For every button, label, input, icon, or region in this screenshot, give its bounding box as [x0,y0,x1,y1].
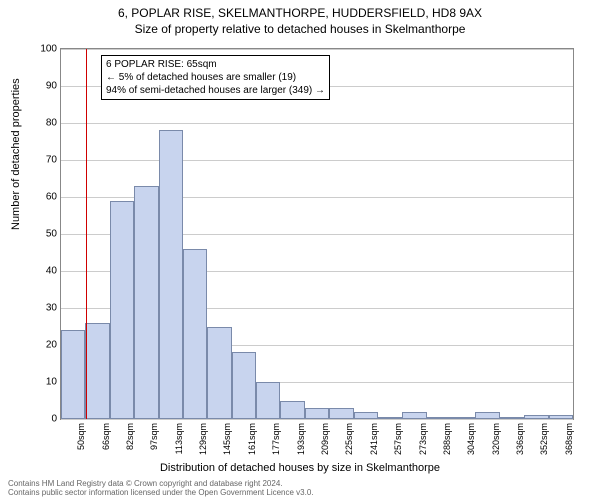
xtick-label: 241sqm [369,423,379,455]
ytick-label: 30 [46,303,57,314]
page-title: 6, POPLAR RISE, SKELMANTHORPE, HUDDERSFI… [0,0,600,20]
xtick-label: 209sqm [320,423,330,455]
xtick-label: 273sqm [418,423,428,455]
histogram-bar [475,412,499,419]
ytick-label: 60 [46,192,57,203]
xtick-label: 177sqm [271,423,281,455]
xtick-label: 82sqm [125,423,135,450]
y-axis-label: Number of detached properties [10,78,22,230]
chart-plot-area: 010203040506070809010050sqm66sqm82sqm97s… [60,48,574,420]
xtick-label: 129sqm [198,423,208,455]
ytick-label: 40 [46,266,57,277]
ytick-label: 80 [46,118,57,129]
xtick-label: 304sqm [466,423,476,455]
ytick-label: 70 [46,155,57,166]
histogram-bar [427,417,451,419]
page-subtitle: Size of property relative to detached ho… [0,20,600,36]
ytick-label: 10 [46,377,57,388]
histogram-bar [110,201,134,419]
histogram-bar [451,417,475,419]
xtick-label: 352sqm [539,423,549,455]
ytick-label: 0 [51,414,57,425]
ytick-label: 20 [46,340,57,351]
info-line-1: 6 POPLAR RISE: 65sqm [106,58,325,71]
xtick-label: 320sqm [491,423,501,455]
gridline [61,123,573,124]
xtick-label: 368sqm [564,423,574,455]
histogram-bar [524,415,548,419]
histogram-bar [61,330,85,419]
histogram-bar [159,130,183,419]
xtick-label: 145sqm [222,423,232,455]
histogram-bar [354,412,378,419]
info-box: 6 POPLAR RISE: 65sqm ← 5% of detached ho… [101,55,330,100]
histogram-bar [85,323,109,419]
marker-line [86,49,87,419]
xtick-label: 50sqm [76,423,86,450]
histogram-bar [280,401,304,420]
x-axis-label: Distribution of detached houses by size … [0,462,600,474]
histogram-bar [207,327,231,420]
xtick-label: 193sqm [296,423,306,455]
xtick-label: 288sqm [442,423,452,455]
gridline [61,419,573,420]
histogram-bar [378,417,402,419]
histogram-bar [305,408,329,419]
xtick-label: 66sqm [101,423,111,450]
ytick-label: 50 [46,229,57,240]
histogram-bar [329,408,353,419]
histogram-bar [183,249,207,419]
histogram-bar [402,412,426,419]
histogram-bar [232,352,256,419]
xtick-label: 161sqm [247,423,257,455]
histogram-bar [256,382,280,419]
info-line-3: 94% of semi-detached houses are larger (… [106,84,325,97]
histogram-bar [134,186,158,419]
footnote-line-2: Contains public sector information licen… [8,488,314,498]
gridline [61,160,573,161]
xtick-label: 113sqm [174,423,184,454]
footnote: Contains HM Land Registry data © Crown c… [8,479,314,498]
xtick-label: 97sqm [149,423,159,450]
info-line-2: ← 5% of detached houses are smaller (19) [106,71,325,84]
xtick-label: 257sqm [393,423,403,455]
xtick-label: 336sqm [515,423,525,455]
histogram-bar [549,415,573,419]
ytick-label: 100 [40,44,57,55]
xtick-label: 225sqm [344,423,354,455]
histogram-bar [500,417,524,419]
gridline [61,49,573,50]
ytick-label: 90 [46,81,57,92]
footnote-line-1: Contains HM Land Registry data © Crown c… [8,479,314,489]
